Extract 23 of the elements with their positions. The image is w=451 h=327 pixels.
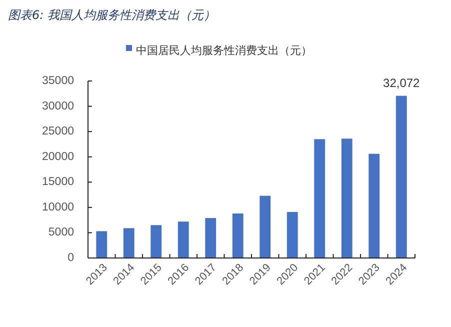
- y-tick-label: 35000: [42, 75, 74, 88]
- y-tick-label: 25000: [42, 126, 74, 138]
- y-tick-label: 15000: [42, 176, 74, 188]
- bar: [232, 213, 244, 258]
- y-tick-label: 10000: [42, 201, 74, 214]
- y-tick-label: 0: [68, 252, 74, 264]
- chart-title: 图表6: 我国人均服务性消费支出（元）: [8, 8, 216, 22]
- bar: [286, 212, 298, 258]
- bar: [260, 196, 271, 258]
- bar: [314, 139, 326, 258]
- data-label: 32,072: [383, 76, 420, 90]
- bar: [150, 225, 162, 258]
- bar: [368, 154, 380, 258]
- bar: [205, 218, 216, 258]
- bar: [178, 222, 189, 258]
- bar: [123, 228, 134, 258]
- bar: [341, 138, 352, 258]
- bar: [96, 231, 108, 258]
- y-tick-label: 30000: [42, 100, 74, 112]
- bar: [396, 96, 407, 258]
- y-tick-label: 5000: [48, 226, 74, 239]
- legend-label: 中国居民人均服务性消费支出（元）: [136, 44, 312, 58]
- y-tick-label: 20000: [42, 150, 74, 163]
